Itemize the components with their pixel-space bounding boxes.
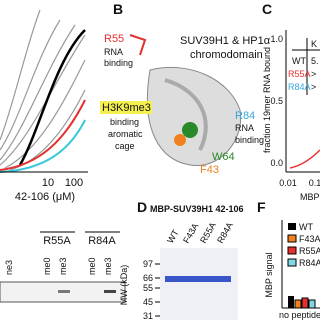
panel-e: R55A R84A ne3 me0 me3 me0 me3 <box>0 231 126 303</box>
group-label: R55A <box>43 235 71 247</box>
panel-d: D MBP-SUV39H1 42-106 WT F43A R55A R84A M… <box>119 199 244 320</box>
y-label: MW (kDa) <box>119 265 129 306</box>
legend-swatch <box>288 223 296 230</box>
label: F43 <box>200 164 219 176</box>
legend-swatch <box>287 234 297 243</box>
bar <box>294 299 302 309</box>
label: H3K9me3 <box>102 102 151 114</box>
structure <box>146 66 242 166</box>
r55a-curve <box>0 99 86 171</box>
label: RNA <box>104 47 123 57</box>
lane-label: R84A <box>215 221 235 245</box>
bar <box>308 299 316 309</box>
r55-side <box>129 34 147 56</box>
panel-letter: F <box>257 199 266 215</box>
mw-tick: 31 <box>143 311 153 320</box>
mw-tick: 45 <box>143 297 153 307</box>
mw-tick: 55 <box>143 283 153 293</box>
legend-swatch <box>287 246 297 255</box>
mw-ticks <box>155 263 160 317</box>
strand <box>164 78 208 151</box>
bar <box>288 296 294 308</box>
highlight <box>100 101 152 114</box>
y-tick: 0.5 <box>270 96 283 106</box>
band <box>58 290 70 293</box>
lane-label: F43A <box>181 221 200 245</box>
legend: F43A <box>299 234 320 244</box>
x-label: MBP- <box>300 192 320 202</box>
x-tick: 100 <box>65 177 83 189</box>
panel-b: B R55 RNA binding SUV39H1 & HP1α chromod… <box>100 1 271 176</box>
group-label: R84A <box>88 235 116 247</box>
y-label: MBP signal <box>264 252 274 297</box>
value: > <box>311 82 316 92</box>
mw-tick: 66 <box>143 273 153 283</box>
wt-curve <box>18 29 86 166</box>
curve <box>289 149 320 169</box>
gel <box>160 248 238 320</box>
title: MBP-SUV39H1 42-106 <box>150 204 244 214</box>
y-tick: 0.0 <box>270 158 283 168</box>
panel-a: 10 100 42-106 (μM) <box>0 9 88 203</box>
y-tick: 1.0 <box>270 34 283 44</box>
x-label: no peptide <box>279 310 320 320</box>
title: SUV39H1 & HP1α <box>180 35 271 47</box>
label: cage <box>115 141 135 151</box>
r84a-curve <box>0 119 86 173</box>
legend: R84A <box>288 82 311 92</box>
band <box>165 276 231 282</box>
x-tick: 0.01 <box>279 178 297 188</box>
label: binding <box>104 58 133 68</box>
y-label: fraction 19mer RNA bound <box>262 47 272 153</box>
label: RNA <box>235 123 254 133</box>
panel-letter: B <box>113 1 123 17</box>
lane-label: me3 <box>58 257 68 275</box>
label: R55 <box>104 33 124 45</box>
value: 5. <box>311 56 319 66</box>
label: aromatic <box>108 129 143 139</box>
label: binding <box>235 135 264 145</box>
value: > <box>311 69 316 79</box>
gray-curves <box>0 9 86 171</box>
col-header: K <box>311 39 317 49</box>
x-label: 42-106 (μM) <box>15 191 75 203</box>
lane-label: ne3 <box>4 260 14 275</box>
lane-label: WT <box>165 227 181 245</box>
lane-label: me3 <box>103 257 113 275</box>
lane-label: me0 <box>42 257 52 275</box>
label: binding <box>110 117 139 127</box>
panel-c: C fraction 19mer RNA bound 1.0 0.5 0.0 0… <box>262 1 320 202</box>
lane-label: me0 <box>87 257 97 275</box>
w64-res <box>182 122 198 138</box>
bar <box>301 297 309 309</box>
mw-tick: 97 <box>143 259 153 269</box>
panel-letter: C <box>262 1 272 17</box>
legend-swatch <box>287 258 297 267</box>
title: chromodomain <box>190 49 263 61</box>
legend: R55A <box>299 246 320 256</box>
panel-f: F MBP signal WT F43A R55A R84A no peptid… <box>257 199 320 320</box>
band <box>104 290 116 293</box>
legend: R55A <box>288 69 311 79</box>
label: W64 <box>212 151 235 163</box>
label: R84 <box>235 110 255 122</box>
panel-letter: D <box>137 199 147 215</box>
legend: WT <box>299 222 313 232</box>
f43-res <box>174 134 186 146</box>
x-tick: 10 <box>42 177 54 189</box>
x-tick: 0.1 <box>309 178 320 188</box>
legend: R84A <box>299 258 320 268</box>
legend: WT <box>292 56 306 66</box>
lane-label: R55A <box>198 221 218 245</box>
